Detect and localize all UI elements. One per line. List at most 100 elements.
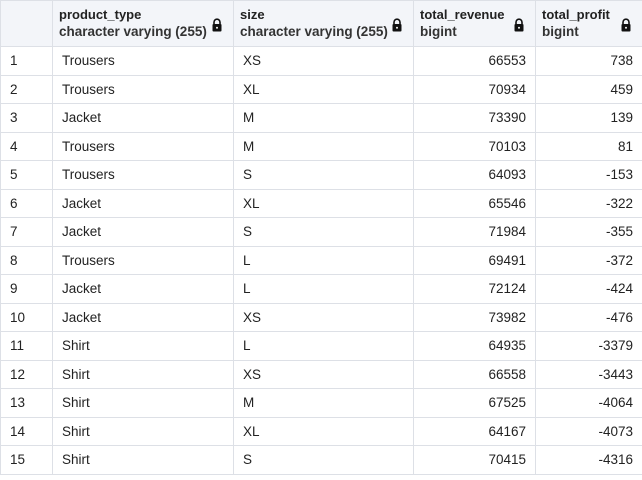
cell-total-revenue[interactable]: 70934 (413, 74, 536, 104)
row-number[interactable]: 15 (0, 445, 53, 475)
row-number[interactable]: 13 (0, 388, 53, 418)
cell-size[interactable]: XS (233, 46, 414, 76)
cell-total-revenue[interactable]: 70103 (413, 131, 536, 161)
cell-product-type[interactable]: Trousers (52, 160, 234, 190)
cell-total-profit[interactable]: 139 (535, 103, 642, 133)
cell-size[interactable]: M (233, 103, 414, 133)
row-number[interactable]: 8 (0, 245, 53, 275)
cell-total-revenue[interactable]: 72124 (413, 274, 536, 304)
cell-total-revenue[interactable]: 66558 (413, 359, 536, 389)
column-type: bigint (420, 24, 457, 39)
cell-product-type[interactable]: Shirt (52, 416, 234, 446)
table-row[interactable]: 13 Shirt M 67525 -4064 (0, 388, 642, 418)
row-number[interactable]: 14 (0, 416, 53, 446)
table-row[interactable]: 12 Shirt XS 66558 -3443 (0, 359, 642, 389)
table-row[interactable]: 1 Trousers XS 66553 738 (0, 46, 642, 76)
cell-size[interactable]: L (233, 331, 414, 361)
table-row[interactable]: 9 Jacket L 72124 -424 (0, 274, 642, 304)
cell-product-type[interactable]: Trousers (52, 245, 234, 275)
cell-size[interactable]: XS (233, 302, 414, 332)
cell-total-revenue[interactable]: 67525 (413, 388, 536, 418)
cell-product-type[interactable]: Jacket (52, 103, 234, 133)
cell-size[interactable]: XL (233, 416, 414, 446)
table-row[interactable]: 8 Trousers L 69491 -372 (0, 245, 642, 275)
cell-product-type[interactable]: Shirt (52, 388, 234, 418)
row-number[interactable]: 1 (0, 46, 53, 76)
column-type: character varying (255) (59, 24, 207, 39)
cell-product-type[interactable]: Jacket (52, 302, 234, 332)
cell-size[interactable]: XS (233, 359, 414, 389)
table-row[interactable]: 7 Jacket S 71984 -355 (0, 217, 642, 247)
cell-size[interactable]: S (233, 445, 414, 475)
row-number[interactable]: 10 (0, 302, 53, 332)
table-row[interactable]: 14 Shirt XL 64167 -4073 (0, 416, 642, 446)
cell-product-type[interactable]: Trousers (52, 46, 234, 76)
cell-total-profit[interactable]: -424 (535, 274, 642, 304)
cell-size[interactable]: S (233, 217, 414, 247)
table-row[interactable]: 11 Shirt L 64935 -3379 (0, 331, 642, 361)
cell-total-profit[interactable]: -372 (535, 245, 642, 275)
row-number[interactable]: 11 (0, 331, 53, 361)
cell-total-profit[interactable]: 738 (535, 46, 642, 76)
cell-total-profit[interactable]: 81 (535, 131, 642, 161)
cell-size[interactable]: XL (233, 188, 414, 218)
lock-icon (621, 18, 631, 32)
cell-size[interactable]: L (233, 245, 414, 275)
cell-total-profit[interactable]: -322 (535, 188, 642, 218)
table-row[interactable]: 3 Jacket M 73390 139 (0, 103, 642, 133)
cell-size[interactable]: XL (233, 74, 414, 104)
cell-total-profit[interactable]: -3443 (535, 359, 642, 389)
cell-product-type[interactable]: Jacket (52, 188, 234, 218)
table-row[interactable]: 6 Jacket XL 65546 -322 (0, 188, 642, 218)
cell-total-profit[interactable]: -4073 (535, 416, 642, 446)
cell-total-profit[interactable]: -4064 (535, 388, 642, 418)
cell-product-type[interactable]: Trousers (52, 131, 234, 161)
row-number[interactable]: 12 (0, 359, 53, 389)
row-number[interactable]: 5 (0, 160, 53, 190)
column-header-total-profit[interactable]: total_profit bigint (535, 0, 642, 47)
table-row[interactable]: 4 Trousers M 70103 81 (0, 131, 642, 161)
cell-total-profit[interactable]: -476 (535, 302, 642, 332)
table-row[interactable]: 15 Shirt S 70415 -4316 (0, 445, 642, 475)
cell-size[interactable]: L (233, 274, 414, 304)
cell-total-revenue[interactable]: 73982 (413, 302, 536, 332)
row-number[interactable]: 6 (0, 188, 53, 218)
cell-product-type[interactable]: Shirt (52, 445, 234, 475)
column-header-size[interactable]: size character varying (255) (233, 0, 414, 47)
cell-total-profit[interactable]: -4316 (535, 445, 642, 475)
table-row[interactable]: 2 Trousers XL 70934 459 (0, 74, 642, 104)
cell-total-profit[interactable]: 459 (535, 74, 642, 104)
cell-total-revenue[interactable]: 66553 (413, 46, 536, 76)
cell-total-revenue[interactable]: 64093 (413, 160, 536, 190)
corner-cell[interactable] (0, 0, 53, 47)
cell-total-revenue[interactable]: 64167 (413, 416, 536, 446)
cell-total-profit[interactable]: -153 (535, 160, 642, 190)
column-name: size (240, 7, 265, 22)
column-header-total-revenue[interactable]: total_revenue bigint (413, 0, 536, 47)
cell-size[interactable]: M (233, 388, 414, 418)
row-number[interactable]: 2 (0, 74, 53, 104)
cell-size[interactable]: S (233, 160, 414, 190)
cell-product-type[interactable]: Trousers (52, 74, 234, 104)
cell-total-revenue[interactable]: 73390 (413, 103, 536, 133)
cell-product-type[interactable]: Jacket (52, 274, 234, 304)
row-number[interactable]: 3 (0, 103, 53, 133)
table-row[interactable]: 10 Jacket XS 73982 -476 (0, 302, 642, 332)
cell-total-revenue[interactable]: 64935 (413, 331, 536, 361)
cell-total-revenue[interactable]: 70415 (413, 445, 536, 475)
cell-product-type[interactable]: Shirt (52, 331, 234, 361)
cell-total-revenue[interactable]: 69491 (413, 245, 536, 275)
cell-size[interactable]: M (233, 131, 414, 161)
table-row[interactable]: 5 Trousers S 64093 -153 (0, 160, 642, 190)
lock-icon (212, 18, 222, 32)
cell-total-revenue[interactable]: 71984 (413, 217, 536, 247)
row-number[interactable]: 7 (0, 217, 53, 247)
cell-total-profit[interactable]: -3379 (535, 331, 642, 361)
column-header-product-type[interactable]: product_type character varying (255) (52, 0, 234, 47)
cell-product-type[interactable]: Jacket (52, 217, 234, 247)
cell-product-type[interactable]: Shirt (52, 359, 234, 389)
cell-total-profit[interactable]: -355 (535, 217, 642, 247)
row-number[interactable]: 4 (0, 131, 53, 161)
cell-total-revenue[interactable]: 65546 (413, 188, 536, 218)
row-number[interactable]: 9 (0, 274, 53, 304)
